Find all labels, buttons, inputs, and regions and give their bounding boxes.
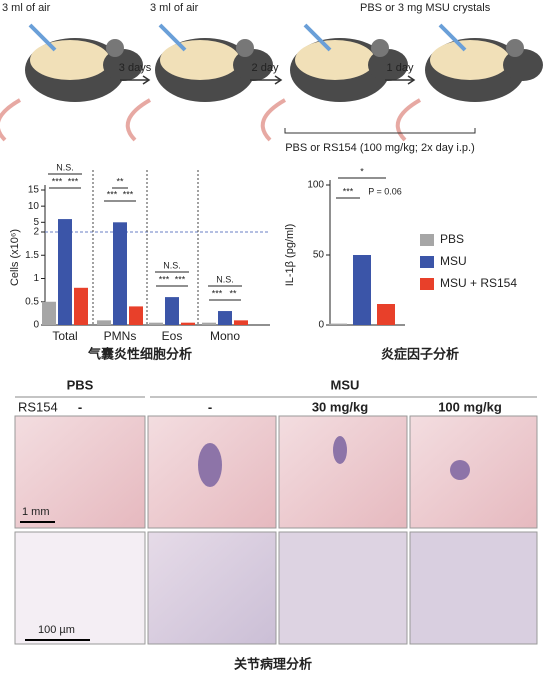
dose: -: [208, 399, 212, 414]
micrographs: [14, 415, 538, 645]
dose: 30 mg/kg: [312, 399, 368, 414]
significance: N.S.: [163, 260, 181, 270]
legend-label: MSU: [440, 254, 467, 268]
label: PBS or RS154 (100 mg/kg; 2x day i.p.): [285, 142, 475, 154]
legend-label: PBS: [440, 232, 464, 246]
chart-title: 炎症因子分析: [381, 346, 459, 361]
legend-label: MSU + RS154: [440, 276, 517, 290]
bar: [165, 297, 179, 325]
bar: [377, 304, 395, 325]
significance: ***: [123, 189, 134, 199]
bar: [234, 320, 248, 325]
bar: [42, 301, 56, 325]
bar: [181, 322, 195, 325]
label: PBS or 3 mg MSU crystals: [360, 2, 491, 14]
bar: [97, 320, 111, 325]
y-axis-label: IL-1β (pg/ml): [284, 224, 296, 287]
y-tick-label: 2: [33, 227, 39, 238]
y-tick-label: 15: [28, 185, 40, 196]
y-tick-label: 1: [33, 273, 39, 284]
bar: [202, 322, 216, 325]
group-label: PBS: [67, 377, 94, 392]
scale-bar-label: 100 µm: [38, 624, 75, 636]
y-tick-label: 0: [318, 320, 324, 331]
x-tick-label: Mono: [210, 329, 240, 343]
y-tick-label: 10: [28, 201, 40, 212]
bar: [74, 287, 88, 325]
histology: PBS MSU RS154 - - 30 mg/kg 100 mg/kg 1 m…: [14, 377, 538, 671]
significance: ***: [107, 189, 118, 199]
bar: [329, 323, 347, 325]
bar: [353, 255, 371, 325]
bar: [218, 311, 232, 325]
schematic: 3 ml of air 3 ml of air PBS or 3 mg MSU …: [0, 2, 543, 154]
dose: 100 mg/kg: [438, 399, 502, 414]
panel-title: 关节病理分析: [234, 656, 312, 671]
label: 1 day: [387, 62, 414, 74]
label: 2 day: [252, 62, 279, 74]
y-tick-label: 100: [307, 180, 324, 191]
bar: [129, 306, 143, 325]
chart-title: 气囊炎性细胞分析: [88, 346, 192, 361]
significance: ***: [52, 176, 63, 186]
significance: **: [116, 176, 124, 186]
bar: [149, 322, 163, 325]
x-tick-label: Eos: [162, 329, 183, 343]
legend-swatch: [420, 234, 434, 246]
y-tick-label: 50: [313, 250, 325, 261]
y-tick-label: 0.5: [25, 296, 39, 307]
significance: N.S.: [216, 274, 234, 284]
bar: [58, 219, 72, 325]
label: 3 ml of air: [150, 2, 199, 14]
legend-swatch: [420, 278, 434, 290]
label: 3 days: [119, 62, 152, 74]
bar: [113, 222, 127, 325]
significance: ***: [343, 186, 354, 196]
treatment-label: RS154: [18, 399, 58, 414]
significance: P = 0.06: [368, 186, 402, 196]
dose: -: [78, 399, 82, 414]
significance: N.S.: [56, 162, 74, 172]
y-tick-label: 5: [33, 217, 39, 228]
x-tick-label: Total: [52, 329, 77, 343]
arrows: [120, 75, 476, 134]
scale-bar-label: 1 mm: [22, 506, 50, 518]
significance: ***: [159, 274, 170, 284]
group-label: MSU: [331, 377, 360, 392]
y-tick-label: 1.5: [25, 250, 39, 261]
significance: **: [229, 288, 237, 298]
significance: *: [360, 166, 364, 176]
significance: ***: [68, 176, 79, 186]
significance: ***: [175, 274, 186, 284]
y-axis-label: Cells (x10⁶): [9, 229, 21, 286]
legend-swatch: [420, 256, 434, 268]
syringes: [28, 23, 467, 52]
label: 3 ml of air: [2, 2, 51, 14]
x-tick-label: PMNs: [104, 329, 137, 343]
significance: ***: [212, 288, 223, 298]
mice: [0, 38, 543, 142]
y-tick-label: 0: [33, 320, 39, 331]
